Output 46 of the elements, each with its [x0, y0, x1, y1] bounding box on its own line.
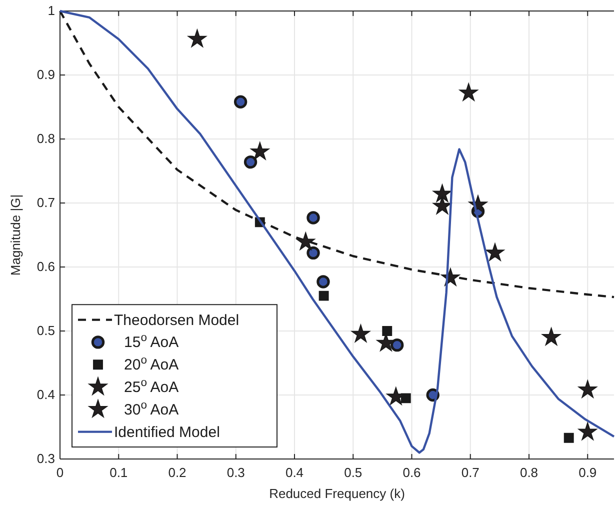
legend-label: Identified Model: [114, 424, 220, 441]
y-tick-label: 0.6: [36, 259, 55, 274]
legend-label: 30$^{o}$ AoA: [124, 399, 179, 418]
point: [578, 380, 597, 398]
x-tick-label: 0: [56, 465, 64, 480]
x-tick-label: 0.1: [110, 465, 128, 480]
x-axis-title: Reduced Frequency (k): [269, 486, 405, 501]
point: [432, 196, 452, 214]
x-tick-label: 0.7: [461, 465, 480, 480]
point: [250, 142, 270, 160]
point: [382, 326, 392, 336]
y-tick-label: 0.7: [36, 195, 55, 210]
point: [188, 29, 206, 48]
point: [486, 243, 504, 261]
y-tick-label: 0.9: [36, 67, 55, 82]
legend-label: 20$^{o}$ AoA: [124, 354, 179, 374]
point: [432, 184, 452, 202]
point: [459, 83, 478, 101]
x-tick-label: 0.2: [168, 465, 186, 480]
point: [316, 275, 330, 288]
y-tick-label: 0.3: [36, 451, 55, 466]
x-tick-label: 0.9: [578, 465, 597, 480]
point: [244, 155, 258, 169]
point: [306, 246, 320, 260]
x-tick-label: 0.8: [520, 465, 538, 480]
y-tick-label: 1: [48, 3, 55, 18]
legend-label: 15$^{o}$ AoA: [124, 332, 179, 352]
point: [318, 290, 329, 301]
x-tick-label: 0.3: [226, 465, 245, 480]
legend-label: Theodorsen Model: [114, 312, 240, 329]
y-axis-title: Magnitude |G|: [8, 194, 23, 276]
y-tick-label: 0.5: [36, 323, 55, 338]
x-tick-label: 0.5: [344, 465, 362, 480]
point: [390, 338, 404, 352]
x-tick-label: 0.4: [285, 465, 304, 480]
point: [351, 324, 370, 342]
point: [542, 328, 561, 346]
point: [564, 432, 574, 443]
y-tick-label: 0.8: [36, 131, 55, 146]
point: [306, 211, 320, 224]
y-tick-label: 0.4: [36, 387, 55, 402]
point: [296, 232, 315, 250]
x-tick-label: 0.6: [402, 465, 421, 480]
legend-label: 25$^{o}$ AoA: [124, 377, 179, 396]
point: [578, 422, 597, 440]
point: [234, 95, 248, 108]
